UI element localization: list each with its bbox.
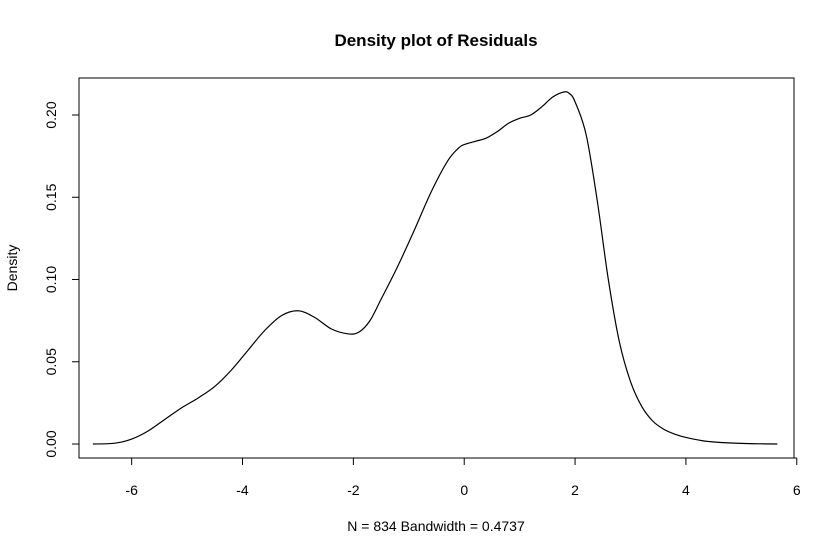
y-tick-label: 0.00 (43, 430, 59, 457)
x-axis: -6 -4 -2 0 2 4 6 (125, 457, 801, 498)
y-tick-label: 0.15 (43, 183, 59, 210)
y-axis: 0.00 0.05 0.10 0.15 0.20 (43, 101, 80, 458)
x-tick-label: -4 (236, 482, 249, 498)
y-axis-label: Density (4, 245, 20, 292)
x-tick-label: 6 (793, 482, 801, 498)
x-tick-label: 0 (460, 482, 468, 498)
x-tick-label: 2 (571, 482, 579, 498)
y-tick-label: 0.05 (43, 348, 59, 375)
density-line (92, 91, 778, 445)
x-tick-label: 4 (682, 482, 690, 498)
y-tick-label: 0.10 (43, 266, 59, 293)
chart-title: Density plot of Residuals (334, 31, 537, 50)
x-tick-label: -2 (347, 482, 360, 498)
x-tick-label: -6 (125, 482, 138, 498)
y-tick-label: 0.20 (43, 101, 59, 128)
x-axis-label: N = 834 Bandwidth = 0.4737 (347, 518, 525, 534)
plot-frame (78, 77, 795, 459)
